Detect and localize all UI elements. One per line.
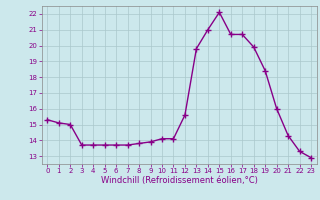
X-axis label: Windchill (Refroidissement éolien,°C): Windchill (Refroidissement éolien,°C)	[101, 176, 258, 185]
